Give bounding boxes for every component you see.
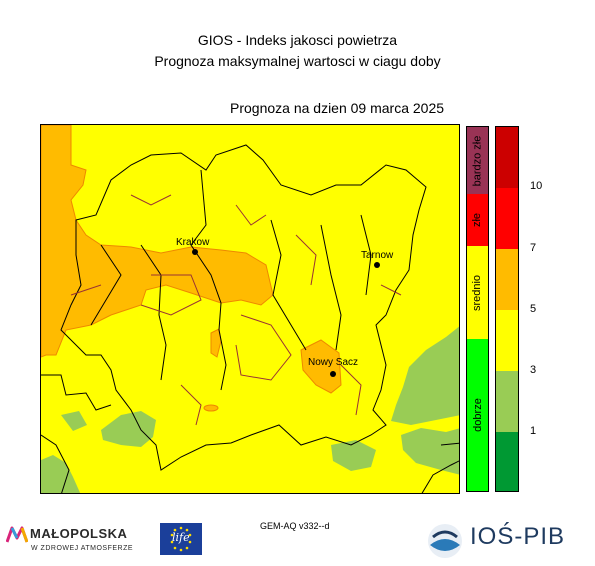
- outer-border: [41, 374, 459, 493]
- city-label-krakow: Krakow: [176, 237, 210, 248]
- category-label-bardzo-zle: bardzo złe: [471, 135, 484, 186]
- ios-pib-logo-text: IOŚ-PIB: [470, 523, 566, 550]
- air-quality-map: Krakow Tarnow Nowy Sacz: [40, 124, 460, 494]
- city-marker-nowy-sacz: [330, 371, 336, 377]
- dobrze-zone-southeast: [401, 428, 459, 475]
- voivodeship-border: [60, 144, 427, 471]
- dobrze-zone-east: [391, 326, 459, 425]
- zle-spot-south: [210, 328, 222, 358]
- scale-tick-10: 10: [530, 180, 543, 192]
- eu-stars-icon: [170, 526, 192, 552]
- scale-tick-1: 1: [530, 425, 537, 437]
- category-label-srednio: srednio: [471, 274, 484, 311]
- scale-seg-5: [496, 432, 518, 491]
- malopolska-tagline: W ZDROWEJ ATMOSFERZE: [31, 545, 134, 552]
- map-title: GIOS - Indeks jakosci powietrza: [197, 32, 398, 48]
- zle-zone-west: [41, 125, 274, 358]
- scale-seg-3: [496, 310, 518, 371]
- scale-seg-2: [496, 249, 518, 310]
- eu-life-logo: life: [160, 523, 202, 555]
- zle-spot-small: [203, 404, 219, 412]
- category-legend: bardzo złe złe srednio dobrze: [466, 126, 489, 492]
- category-dobrze: [467, 339, 488, 491]
- scale-seg-0: [496, 127, 518, 188]
- scale-seg-1: [496, 188, 518, 249]
- city-marker-tarnow: [374, 262, 380, 268]
- scale-tick-5: 5: [530, 303, 537, 315]
- index-color-scale: [495, 126, 519, 492]
- city-marker-krakow: [192, 249, 198, 255]
- malopolska-logo-text: MAŁOPOLSKA: [30, 526, 128, 541]
- category-srednio: [467, 246, 488, 339]
- map-subtitle: Prognoza maksymalnej wartosci w ciagu do…: [154, 53, 441, 69]
- scale-tick-3: 3: [530, 364, 537, 376]
- county-borders: [90, 169, 372, 391]
- map-canvas: [41, 125, 459, 493]
- category-bardzo-zle: [467, 127, 488, 194]
- eu-life-text: life: [172, 531, 190, 544]
- forecast-date: Prognoza na dzien 09 marca 2025: [230, 100, 445, 116]
- dobrze-zone-southwest: [41, 455, 81, 493]
- model-version: GEM-AQ v332--d: [260, 521, 330, 531]
- zle-spot-nowy-sacz: [300, 339, 342, 394]
- dobrze-zone-south: [331, 440, 376, 471]
- city-label-tarnow: Tarnow: [361, 250, 394, 261]
- category-label-dobrze: dobrze: [471, 398, 484, 432]
- city-label-nowy-sacz: Nowy Sacz: [308, 357, 359, 368]
- dobrze-zone-tatra-west: [101, 411, 156, 447]
- malopolska-logo-icon: [6, 526, 28, 543]
- category-label-zle: złe: [471, 212, 484, 228]
- scale-seg-4: [496, 371, 518, 432]
- scale-tick-7: 7: [530, 242, 537, 254]
- category-zle: [467, 194, 488, 246]
- ios-pib-logo-icon: [428, 524, 462, 558]
- dobrze-zone-small: [61, 411, 87, 431]
- commune-borders: [70, 194, 402, 426]
